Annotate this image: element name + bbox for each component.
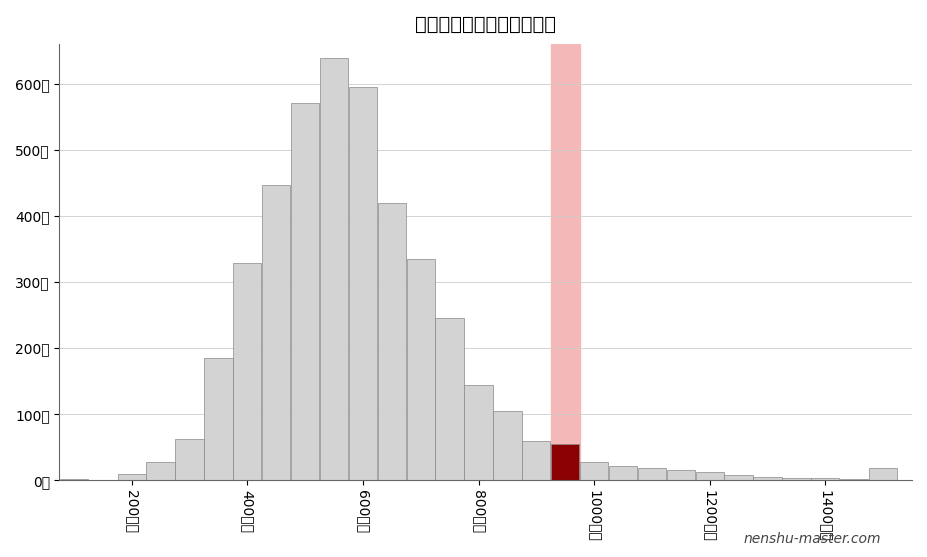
Bar <box>724 475 753 480</box>
Bar <box>204 358 233 480</box>
Bar <box>377 203 406 480</box>
Bar <box>320 58 349 480</box>
Bar <box>638 468 667 480</box>
Bar <box>869 468 897 480</box>
Bar <box>811 478 840 480</box>
Title: 大成建設の年収ポジション: 大成建設の年収ポジション <box>415 15 556 34</box>
Bar <box>782 478 810 480</box>
Bar <box>464 384 492 480</box>
Bar <box>59 479 88 480</box>
Text: nenshu-master.com: nenshu-master.com <box>743 532 881 546</box>
Bar <box>262 185 290 480</box>
Bar <box>667 471 695 480</box>
Bar <box>551 444 579 480</box>
Bar <box>407 259 435 480</box>
Bar <box>609 466 637 480</box>
Bar <box>754 477 781 480</box>
Bar <box>493 411 522 480</box>
Bar <box>840 479 869 480</box>
Bar <box>580 462 608 480</box>
Bar <box>436 319 464 480</box>
Bar <box>522 441 551 480</box>
Bar <box>349 87 377 480</box>
Bar <box>551 44 579 480</box>
Bar <box>291 104 319 480</box>
Bar <box>695 472 724 480</box>
Bar <box>118 474 146 480</box>
Bar <box>175 439 204 480</box>
Bar <box>146 462 175 480</box>
Bar <box>234 263 261 480</box>
